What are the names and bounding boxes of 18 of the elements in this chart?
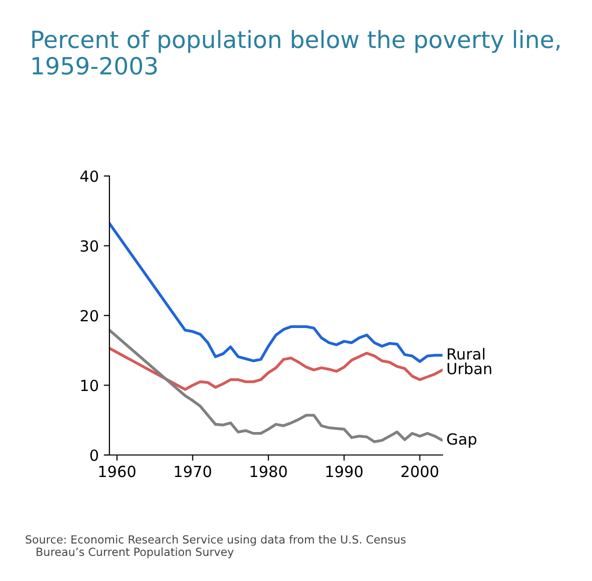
x-tick-label: 1980 [250, 466, 287, 478]
y-tick-label: 0 [90, 449, 98, 462]
y-tick-label: 40 [80, 170, 98, 182]
x-tick-label: 1960 [99, 466, 136, 478]
y-tick-label: 30 [80, 240, 98, 252]
x-tick-label: 1970 [174, 466, 212, 478]
source-note: Source: Economic Research Service using data from the U.S. Census Bureau’s Current Population Survey [26, 535, 406, 558]
series-label: Rural [448, 348, 484, 360]
y-tick-label: 10 [81, 380, 98, 392]
x-tick-label: 2000 [401, 466, 438, 478]
chart-title: Percent of population below the poverty line, 1959-2003 [32, 30, 560, 75]
line-series [109, 222, 443, 363]
y-tick-label: 20 [80, 310, 98, 322]
line-series [109, 346, 443, 391]
series-label: Gap [447, 433, 476, 448]
series-label: Urban [448, 362, 492, 374]
x-tick-label: 1990 [326, 466, 363, 478]
line-series [109, 328, 443, 444]
